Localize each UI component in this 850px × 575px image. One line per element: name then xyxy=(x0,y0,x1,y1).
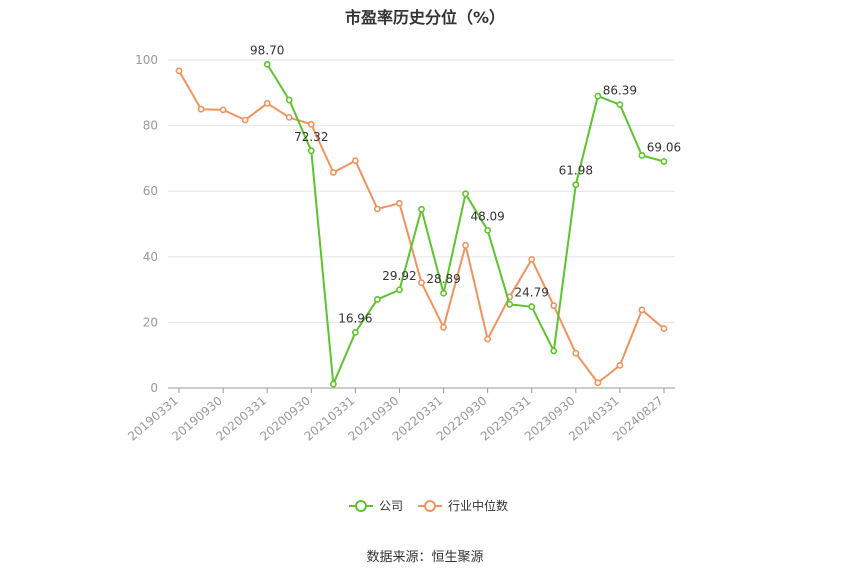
data-point xyxy=(462,190,469,198)
data-point xyxy=(594,92,602,100)
y-tick-label: 80 xyxy=(143,119,158,133)
data-point xyxy=(418,205,425,213)
data-point xyxy=(440,289,447,297)
data-point xyxy=(307,120,315,128)
data-label: 28.89 xyxy=(426,272,460,286)
data-label: 72.32 xyxy=(294,130,328,144)
series-line xyxy=(178,70,665,384)
data-point xyxy=(638,306,646,314)
data-source: 数据来源：恒生聚源 xyxy=(366,550,484,565)
y-tick-label: 0 xyxy=(150,381,158,395)
data-point xyxy=(506,300,514,308)
legend-label: 行业中位数 xyxy=(448,498,508,513)
y-tick-label: 40 xyxy=(143,250,158,264)
data-point xyxy=(263,60,271,68)
data-point xyxy=(660,325,668,333)
data-point xyxy=(307,147,315,155)
data-label: 29.92 xyxy=(382,269,416,283)
data-point xyxy=(616,361,624,369)
data-point xyxy=(528,256,536,263)
data-point xyxy=(484,226,492,234)
data-point xyxy=(484,335,492,343)
data-point xyxy=(396,286,403,294)
y-tick-label: 20 xyxy=(143,315,158,329)
data-label: 48.09 xyxy=(470,209,504,223)
legend-swatch-marker xyxy=(424,500,436,512)
data-label: 16.96 xyxy=(338,311,372,325)
data-point xyxy=(572,349,580,357)
data-point xyxy=(241,116,249,124)
data-point xyxy=(638,152,646,159)
data-point xyxy=(285,96,293,104)
data-point xyxy=(263,99,271,107)
data-point xyxy=(219,106,227,114)
data-point xyxy=(351,328,359,336)
data-point xyxy=(351,157,359,165)
data-point xyxy=(550,302,558,310)
series-line xyxy=(266,63,665,386)
data-label: 98.70 xyxy=(250,43,284,57)
y-tick-label: 100 xyxy=(135,53,158,67)
data-point xyxy=(197,105,205,113)
data-point xyxy=(462,241,469,249)
data-point xyxy=(285,114,293,121)
data-label: 69.06 xyxy=(647,140,681,154)
data-point xyxy=(374,205,381,213)
data-point xyxy=(329,380,337,388)
data-point xyxy=(175,67,183,75)
legend-label: 公司 xyxy=(379,499,403,513)
data-point xyxy=(418,279,425,287)
data-label: 61.98 xyxy=(559,164,593,178)
data-label: 86.39 xyxy=(603,84,637,98)
data-label: 24.79 xyxy=(515,286,549,300)
data-point xyxy=(396,199,403,207)
data-point xyxy=(329,169,337,176)
legend-swatch-marker xyxy=(355,500,367,512)
data-point xyxy=(594,379,602,387)
data-point xyxy=(550,347,558,355)
data-point xyxy=(528,303,536,311)
chart-title: 市盈率历史分位（%） xyxy=(344,8,506,27)
data-point xyxy=(374,296,381,303)
data-point xyxy=(660,158,668,165)
y-tick-label: 60 xyxy=(143,184,158,198)
data-point xyxy=(440,323,447,331)
data-point xyxy=(572,181,580,189)
data-point xyxy=(616,101,624,109)
